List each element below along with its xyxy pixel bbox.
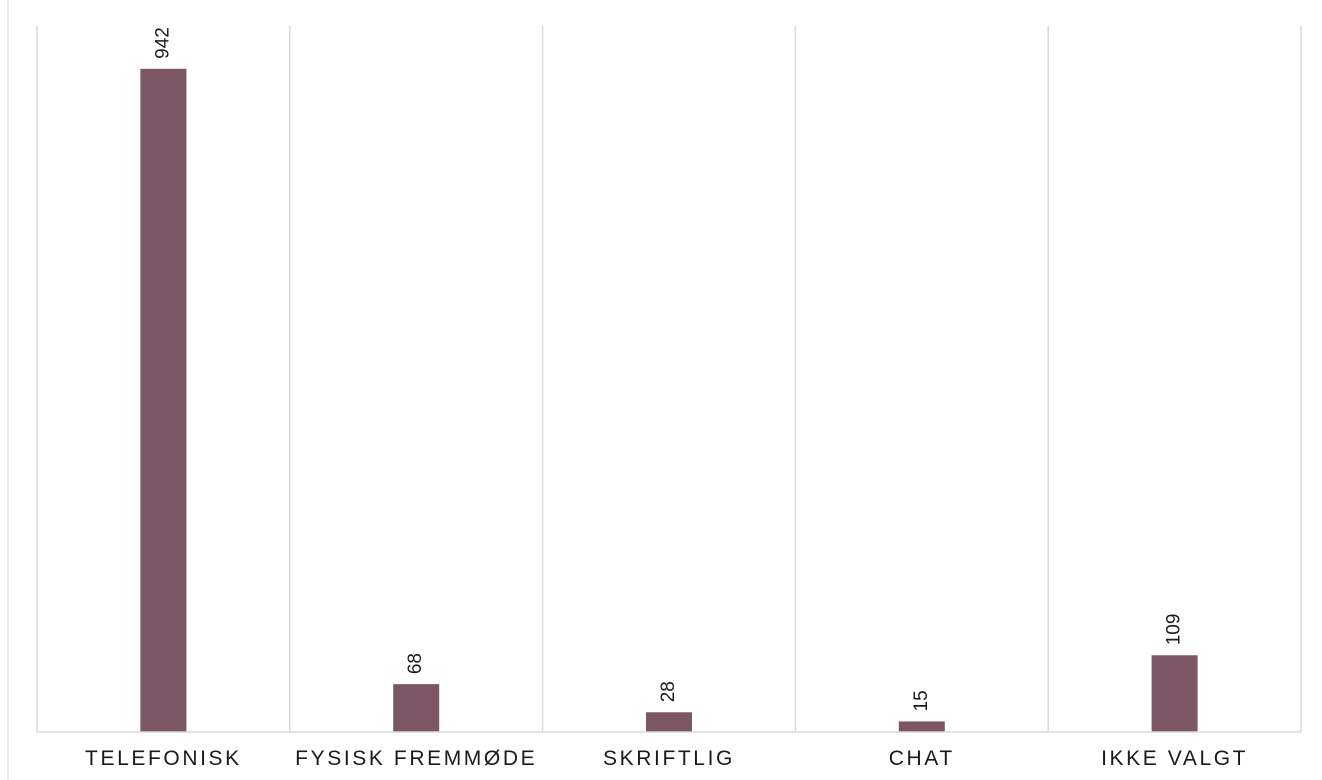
bar-ikke-valgt [1151, 655, 1198, 732]
value-label: 28 [658, 681, 679, 702]
bars [140, 68, 1198, 732]
bar-fysisk-fremmøde [393, 684, 440, 732]
bar-skriftlig [646, 712, 692, 732]
value-label: 942 [152, 27, 173, 59]
category-label: FYSISK FREMMØDE [295, 747, 537, 770]
value-label: 109 [1164, 614, 1185, 646]
category-label: IKKE VALGT [1101, 747, 1248, 770]
value-label: 15 [911, 690, 932, 711]
category-label: TELEFONISK [85, 747, 242, 770]
category-labels: TELEFONISK FYSISK FREMMØDE SKRIFTLIG CHAT IK… [85, 747, 1248, 770]
value-labels: 942 68 28 15 109 [152, 27, 1184, 711]
value-label: 68 [405, 653, 426, 674]
bar-chat [898, 721, 945, 732]
category-label: CHAT [889, 747, 955, 770]
category-label: SKRIFTLIG [603, 747, 735, 770]
gridlines [36, 26, 1302, 732]
bar-telefonisk [140, 68, 187, 732]
